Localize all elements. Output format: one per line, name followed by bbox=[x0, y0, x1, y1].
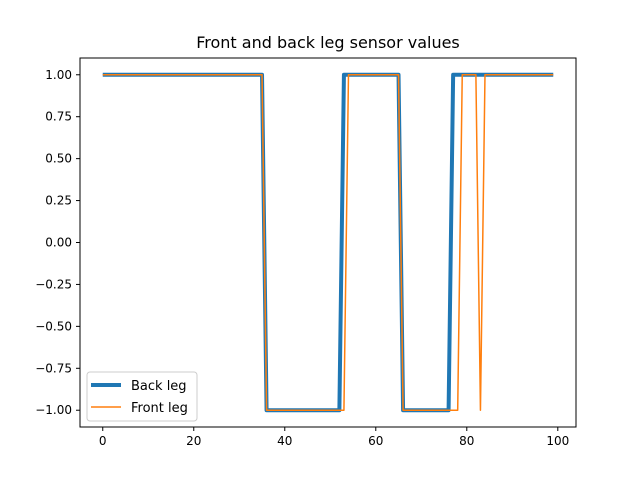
chart-title: Front and back leg sensor values bbox=[196, 33, 460, 52]
series-line-front-leg bbox=[102, 74, 554, 411]
legend: Back leg Front leg bbox=[86, 371, 198, 422]
legend-label-front-leg: Front leg bbox=[131, 401, 188, 416]
y-tick-label: −1.00 bbox=[35, 403, 72, 417]
y-axis: 1.00 0.75 0.50 0.25 0.00 −0.25 −0.50 −0.75 −1.00 bbox=[35, 68, 80, 417]
x-tick-label: 100 bbox=[546, 434, 569, 448]
x-tick-label: 0 bbox=[99, 434, 107, 448]
x-tick-label: 40 bbox=[277, 434, 292, 448]
y-tick-label: 0.75 bbox=[45, 110, 72, 124]
y-tick-label: −0.25 bbox=[35, 277, 72, 291]
x-tick-label: 60 bbox=[368, 434, 383, 448]
x-axis: 0 20 40 60 80 100 bbox=[99, 427, 569, 448]
y-tick-label: 0.50 bbox=[45, 152, 72, 166]
x-tick-label: 20 bbox=[186, 434, 201, 448]
legend-label-back-leg: Back leg bbox=[131, 379, 187, 394]
y-tick-label: 1.00 bbox=[45, 68, 72, 82]
y-tick-label: −0.50 bbox=[35, 319, 72, 333]
y-tick-label: −0.75 bbox=[35, 361, 72, 375]
series-layer bbox=[102, 72, 554, 413]
x-tick-label: 80 bbox=[459, 434, 474, 448]
y-tick-label: 0.00 bbox=[45, 236, 72, 250]
y-tick-label: 0.25 bbox=[45, 194, 72, 208]
